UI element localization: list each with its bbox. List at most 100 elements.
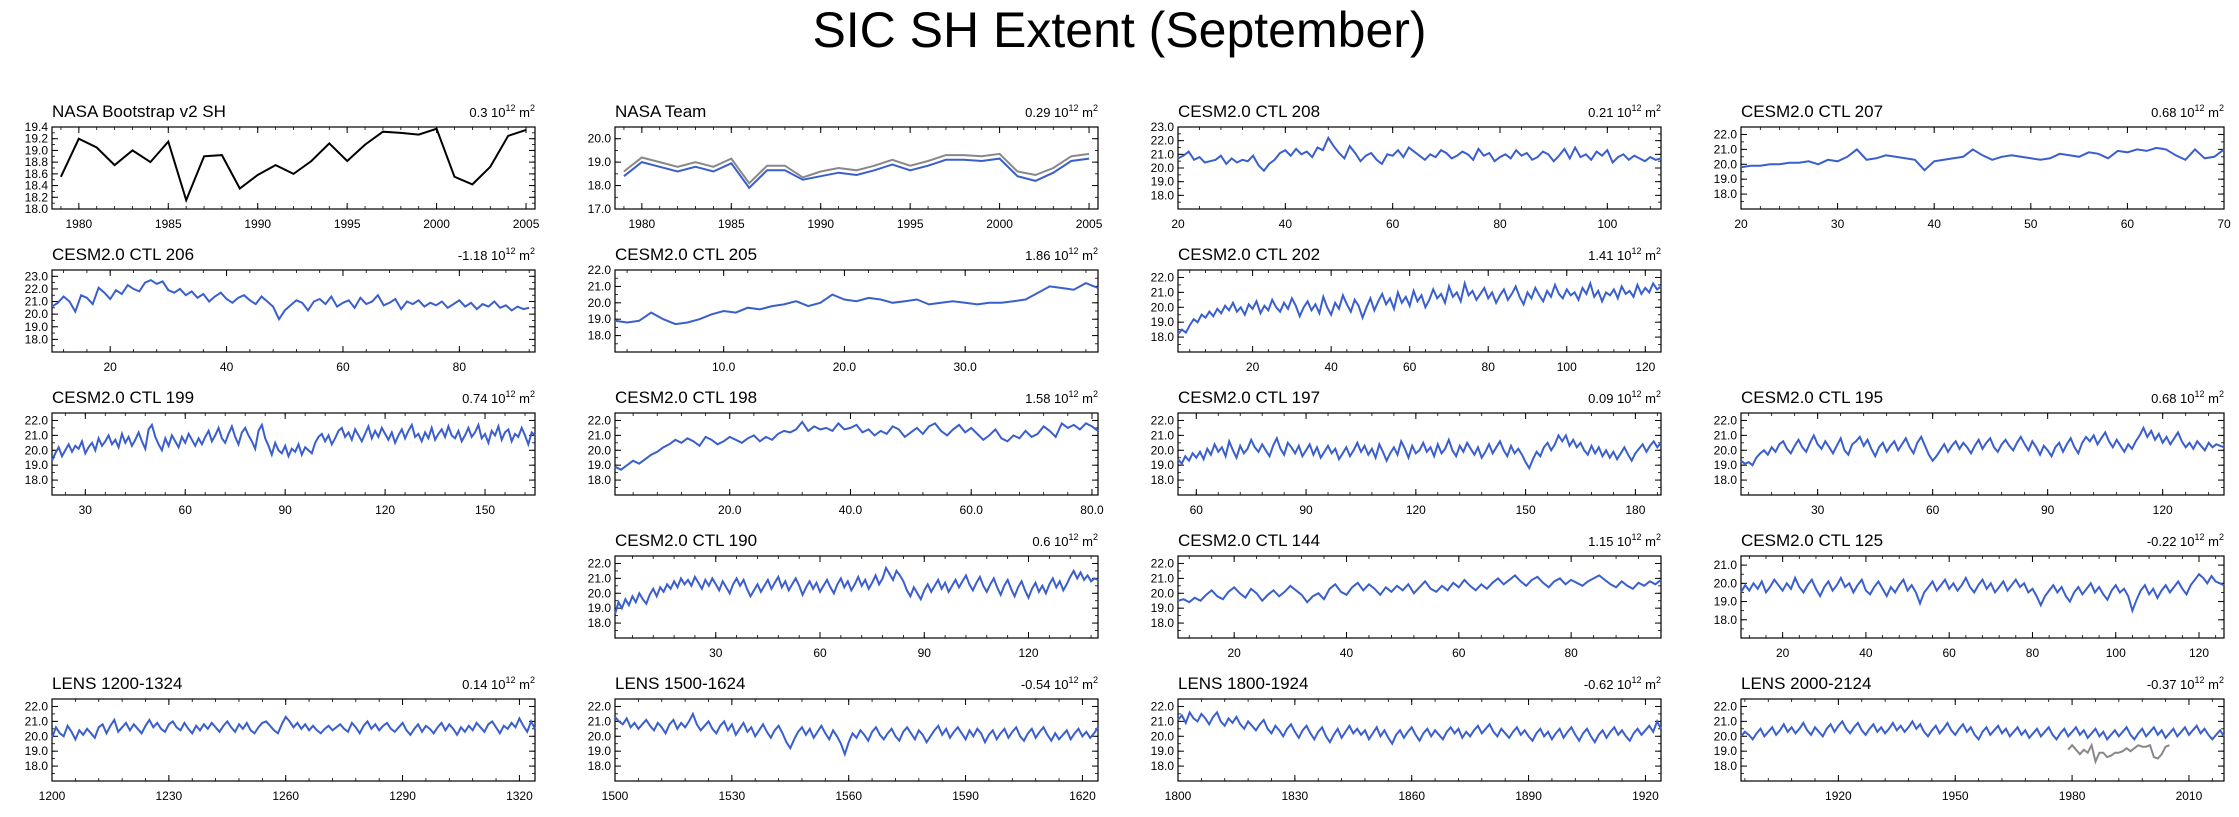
x-tick-label: 20 <box>104 360 118 374</box>
x-tick-label: 80 <box>453 360 467 374</box>
y-tick-label: 19.2 <box>25 132 49 146</box>
panel-title: CESM2.0 CTL 198 <box>615 388 757 407</box>
series-line <box>1177 433 1662 471</box>
chart-panel: CESM2.0 CTL 199 0.74 1012 m218.019.020.02… <box>25 388 536 517</box>
plot-frame <box>1177 269 1662 353</box>
y-tick-label: 18.8 <box>25 155 49 169</box>
y-tick-label: 21.0 <box>588 571 612 585</box>
y-tick-label: 21.0 <box>1714 558 1738 572</box>
y-tick-label: 20.0 <box>1151 300 1175 314</box>
x-tick-label: 1290 <box>389 789 416 803</box>
y-tick-label: 21.0 <box>1151 714 1175 728</box>
series-line <box>1177 279 1662 335</box>
y-tick-label: 18.0 <box>25 332 49 346</box>
x-tick-label: 90 <box>278 503 292 517</box>
x-tick-label: 2000 <box>423 217 450 231</box>
x-tick-label: 90 <box>2041 503 2055 517</box>
y-tick-label: 21.0 <box>588 279 612 293</box>
x-tick-label: 1980 <box>628 217 655 231</box>
x-tick-label: 30.0 <box>953 360 977 374</box>
y-tick-label: 21.0 <box>25 428 49 442</box>
plot-frame <box>1740 412 2225 496</box>
y-tick-label: 18.0 <box>1151 330 1175 344</box>
plot-frame <box>614 698 1099 782</box>
y-tick-label: 23.0 <box>25 269 49 283</box>
x-tick-label: 2005 <box>513 217 540 231</box>
y-tick-label: 21.0 <box>588 428 612 442</box>
x-tick-label: 1985 <box>155 217 182 231</box>
plot-frame <box>51 698 536 782</box>
y-tick-label: 18.0 <box>1714 473 1738 487</box>
y-tick-label: 22.0 <box>1151 699 1175 713</box>
y-tick-label: 19.0 <box>588 601 612 615</box>
trend-label: 0.3 1012 m2 <box>469 103 535 120</box>
y-tick-label: 21.0 <box>1151 147 1175 161</box>
plot-frame <box>614 269 1099 353</box>
x-tick-label: 20.0 <box>833 360 857 374</box>
y-tick-label: 19.0 <box>588 458 612 472</box>
x-tick-label: 1990 <box>807 217 834 231</box>
y-tick-label: 18.0 <box>25 759 49 773</box>
x-tick-label: 30 <box>709 646 723 660</box>
y-tick-label: 20.0 <box>25 729 49 743</box>
y-tick-label: 18.0 <box>1714 613 1738 627</box>
panel-title: LENS 1500-1624 <box>615 674 745 693</box>
y-tick-label: 19.0 <box>588 744 612 758</box>
x-tick-label: 1560 <box>835 789 862 803</box>
y-tick-label: 22.0 <box>1714 413 1738 427</box>
x-tick-label: 20 <box>1246 360 1260 374</box>
figure-title: SIC SH Extent (September) <box>812 2 1427 58</box>
panel-title: CESM2.0 CTL 206 <box>52 245 194 264</box>
x-tick-label: 60 <box>813 646 827 660</box>
x-tick-label: 1530 <box>719 789 746 803</box>
y-tick-label: 20.0 <box>588 296 612 310</box>
trend-label: -0.22 1012 m2 <box>2147 532 2224 549</box>
x-tick-label: 1990 <box>244 217 271 231</box>
x-tick-label: 60 <box>1403 360 1417 374</box>
y-tick-label: 21.0 <box>1714 714 1738 728</box>
plot-frame <box>51 126 536 210</box>
chart-panel: CESM2.0 CTL 198 1.58 1012 m218.019.020.02… <box>588 388 1104 517</box>
panel-title: NASA Team <box>615 102 706 121</box>
series-line <box>1740 146 2225 172</box>
x-tick-label: 2000 <box>986 217 1013 231</box>
trend-label: 0.74 1012 m2 <box>462 389 535 406</box>
series-line <box>1740 572 2225 614</box>
x-tick-label: 40 <box>220 360 234 374</box>
x-tick-label: 30 <box>79 503 93 517</box>
panel-title: CESM2.0 CTL 144 <box>1178 531 1320 550</box>
y-tick-label: 18.0 <box>1151 473 1175 487</box>
y-tick-label: 18.0 <box>588 179 612 193</box>
chart-panel: LENS 1800-1924 -0.62 1012 m218.019.020.02… <box>1151 674 1662 803</box>
y-tick-label: 22.0 <box>25 413 49 427</box>
y-tick-label: 19.0 <box>1714 595 1738 609</box>
y-tick-label: 18.0 <box>1151 759 1175 773</box>
x-tick-label: 30 <box>1831 217 1845 231</box>
y-tick-label: 22.0 <box>1151 134 1175 148</box>
x-tick-label: 40 <box>1324 360 1338 374</box>
series-line <box>614 711 1099 758</box>
panel-title: LENS 1800-1924 <box>1178 674 1308 693</box>
x-tick-label: 1980 <box>2059 789 2086 803</box>
chart-panel: LENS 1500-1624 -0.54 1012 m218.019.020.02… <box>588 674 1099 803</box>
y-tick-label: 19.0 <box>1714 744 1738 758</box>
x-tick-label: 1320 <box>506 789 533 803</box>
series-line <box>1177 574 1662 604</box>
y-tick-label: 22.0 <box>1151 270 1175 284</box>
x-tick-label: 150 <box>1516 503 1536 517</box>
y-tick-label: 21.0 <box>25 714 49 728</box>
y-tick-label: 21.0 <box>1714 428 1738 442</box>
x-tick-label: 120 <box>1635 360 1655 374</box>
x-tick-label: 1920 <box>1825 789 1852 803</box>
trend-label: 1.41 1012 m2 <box>1588 246 1661 263</box>
y-tick-label: 18.0 <box>588 616 612 630</box>
y-tick-label: 19.0 <box>1151 315 1175 329</box>
y-tick-label: 18.0 <box>25 473 49 487</box>
chart-panel: NASA Team 0.29 1012 m2 17.0 18.0 19.0 20.0 198… <box>588 102 1103 231</box>
x-tick-label: 80.0 <box>1080 503 1104 517</box>
x-tick-label: 100 <box>2106 646 2126 660</box>
y-tick-label: 20.0 <box>1714 576 1738 590</box>
y-tick-label: 22.0 <box>588 413 612 427</box>
y-tick-label: 18.6 <box>25 167 49 181</box>
